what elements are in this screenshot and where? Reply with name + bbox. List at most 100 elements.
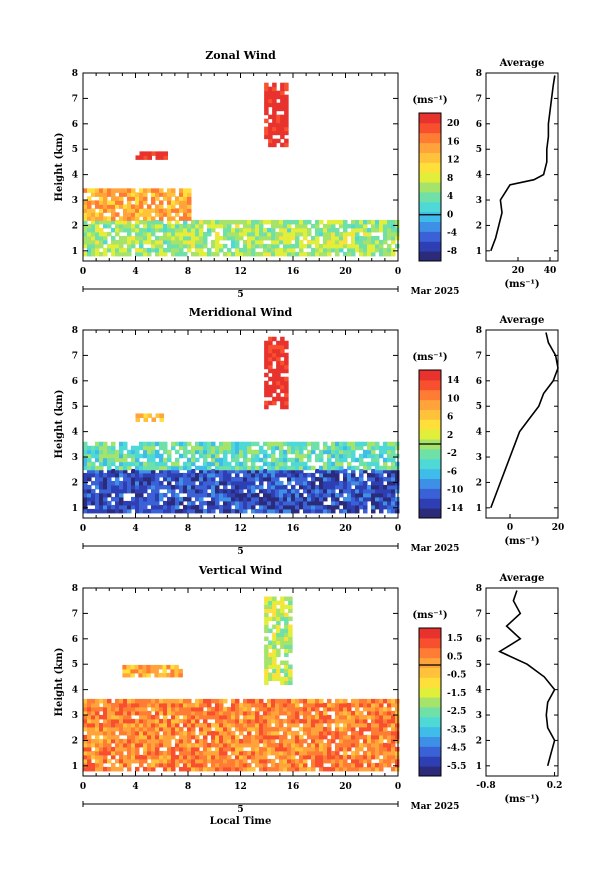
heatmap-cell (163, 155, 168, 160)
heatmap-cell (215, 702, 220, 708)
heatmap-cell (87, 492, 92, 498)
heatmap-cell (355, 742, 360, 748)
heatmap-cell (87, 196, 92, 201)
heatmap-cell (163, 196, 168, 201)
x-tick-label: 12 (234, 782, 247, 792)
heatmap-cell (299, 492, 304, 498)
colorbar-segment (419, 746, 441, 757)
colorbar-segment (419, 448, 441, 460)
heatmap-cell (183, 200, 188, 205)
heatmap-cell (239, 710, 244, 716)
heatmap-cell (271, 480, 276, 486)
heatmap-cell (87, 738, 92, 744)
heatmap-cell (291, 698, 296, 704)
heatmap-cell (283, 219, 288, 225)
heatmap-cell (155, 465, 160, 471)
heatmap-cell (155, 219, 160, 225)
heatmap-cell (227, 738, 232, 744)
heatmap-cell (139, 204, 144, 209)
heatmap-cell (143, 196, 148, 201)
heatmap-cell (268, 672, 273, 678)
heatmap-cell (267, 496, 272, 502)
heatmap-cell (131, 188, 136, 193)
heatmap-cell (123, 702, 128, 708)
heatmap-cell (163, 247, 168, 253)
heatmap-cell (351, 766, 356, 772)
heatmap-cell (91, 480, 96, 486)
heatmap-cell (143, 449, 148, 455)
heatmap-cell (271, 730, 276, 736)
heatmap-cell (243, 734, 248, 740)
heatmap-cell (251, 239, 256, 245)
heatmap-cell (227, 710, 232, 716)
x-tick-label: 0 (395, 524, 401, 534)
heatmap-cell (283, 488, 288, 494)
heatmap-cell (295, 488, 300, 494)
heatmap-cell (287, 476, 292, 482)
heatmap-cell (319, 476, 324, 482)
heatmap-cell (275, 219, 280, 225)
heatmap-cell (159, 453, 164, 459)
heatmap-cell (272, 82, 277, 88)
heatmap-cell (255, 219, 260, 225)
heatmap-cell (223, 492, 228, 498)
heatmap-cell (343, 762, 348, 768)
heatmap-cell (331, 504, 336, 510)
heatmap-cell (387, 227, 392, 233)
heatmap-cell (375, 484, 380, 490)
heatmap-cell (151, 461, 156, 467)
heatmap-cell (331, 758, 336, 764)
heatmap-cell (299, 766, 304, 772)
heatmap-cell (283, 251, 288, 257)
heatmap-cell (251, 484, 256, 490)
heatmap-cell (107, 247, 112, 253)
heatmap-cell (335, 750, 340, 756)
heatmap-cell (387, 219, 392, 225)
heatmap-cell (264, 360, 269, 366)
heatmap-cell (195, 746, 200, 752)
heatmap-cell (171, 504, 176, 510)
heatmap-cell (264, 600, 269, 606)
heatmap-cell (251, 476, 256, 482)
heatmap-cell (126, 664, 131, 670)
heatmap-cell (247, 718, 252, 724)
heatmap-cell (83, 251, 88, 257)
heatmap-cell (339, 762, 344, 768)
heatmap-cell (83, 492, 88, 498)
heatmap-cell (279, 722, 284, 728)
heatmap-cell (191, 758, 196, 764)
heatmap-cell (279, 746, 284, 752)
heatmap-cell (111, 441, 116, 447)
heatmap-cell (287, 500, 292, 506)
heatmap-cell (263, 492, 268, 498)
heatmap-cell (375, 762, 380, 768)
heatmap-cell (355, 247, 360, 253)
heatmap-cell (187, 484, 192, 490)
heatmap-cell (127, 472, 132, 478)
heatmap-cell (276, 356, 281, 362)
heatmap-cell (355, 441, 360, 447)
heatmap-cell (315, 492, 320, 498)
heatmap-cell (127, 231, 132, 237)
heatmap-cell (280, 340, 285, 346)
heatmap-cell (211, 500, 216, 506)
heatmap-cell (243, 219, 248, 225)
colorbar-segment (419, 458, 441, 470)
heatmap-cell (99, 239, 104, 245)
heatmap-cell (87, 730, 92, 736)
heatmap-cell (115, 212, 120, 217)
heatmap-cell (307, 484, 312, 490)
heatmap-cell (387, 746, 392, 752)
heatmap-cell (383, 714, 388, 720)
heatmap-cell (375, 227, 380, 233)
heatmap-cell (267, 453, 272, 459)
heatmap-cell (227, 762, 232, 768)
heatmap-cell (295, 500, 300, 506)
heatmap-cell (147, 738, 152, 744)
heatmap-cell (319, 742, 324, 748)
heatmap-cell (303, 461, 308, 467)
heatmap-cell (143, 480, 148, 486)
heatmap-cell (231, 231, 236, 237)
heatmap-cell (379, 718, 384, 724)
heatmap-cell (379, 504, 384, 510)
